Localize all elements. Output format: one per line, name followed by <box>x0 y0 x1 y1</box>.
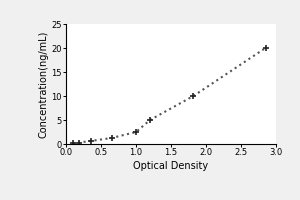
Y-axis label: Concentration(ng/mL): Concentration(ng/mL) <box>39 30 49 138</box>
X-axis label: Optical Density: Optical Density <box>134 161 208 171</box>
